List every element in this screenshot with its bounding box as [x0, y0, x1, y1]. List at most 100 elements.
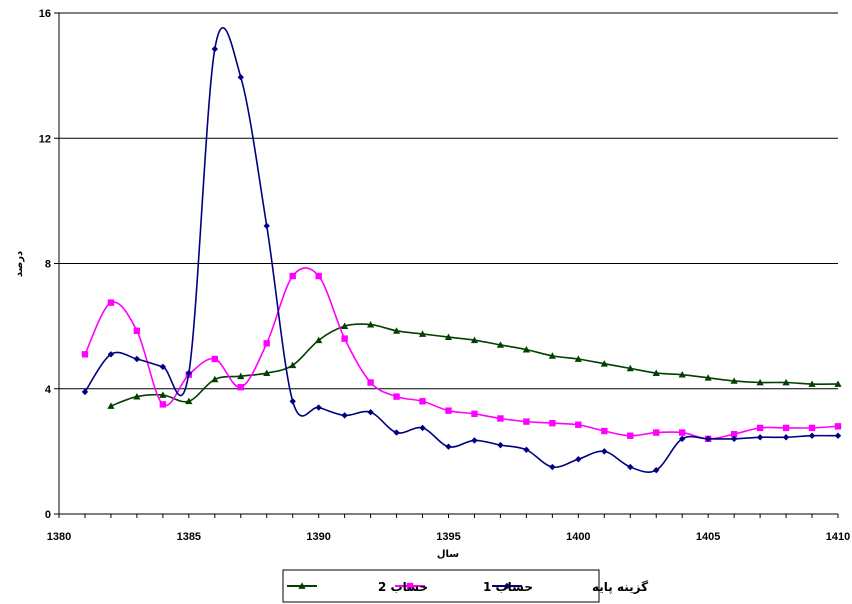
- triangle-marker: [730, 377, 738, 384]
- triangle-marker: [808, 380, 816, 387]
- legend-box: [282, 569, 600, 603]
- square-marker: [341, 335, 348, 342]
- square-marker: [756, 424, 764, 432]
- square-marker: [730, 430, 738, 438]
- triangle-marker: [496, 341, 505, 348]
- square-marker: [107, 299, 115, 306]
- triangle-marker: [211, 375, 219, 383]
- triangle-marker: [782, 378, 790, 386]
- square-marker: [549, 419, 556, 427]
- diamond-marker: [523, 446, 530, 454]
- square-marker: [653, 429, 660, 436]
- y-tick-label: 0: [45, 509, 51, 521]
- diamond-marker: [834, 432, 842, 439]
- axes: [54, 12, 839, 518]
- square-marker: [237, 383, 244, 391]
- triangle-marker: [548, 352, 556, 359]
- series-layer: [81, 27, 842, 474]
- triangle-marker: [237, 372, 245, 380]
- triangle-marker: [626, 364, 634, 372]
- y-axis-title: درصد: [14, 251, 25, 277]
- triangle-marker: [418, 330, 427, 337]
- square-marker: [627, 432, 634, 439]
- x-tick-label: 1400: [566, 531, 590, 543]
- x-tick-label: 1405: [696, 531, 720, 543]
- triangle-marker: [392, 327, 401, 334]
- diamond-marker: [730, 435, 738, 443]
- y-tick-label: 4: [45, 384, 52, 396]
- legend-item: حساب 2: [287, 580, 428, 594]
- diamond-marker: [289, 398, 296, 405]
- diamond-marker: [263, 222, 270, 230]
- triangle-marker: [600, 360, 608, 367]
- square-marker: [419, 398, 426, 405]
- square-marker: [81, 351, 89, 358]
- legend-label: حساب 2: [378, 580, 428, 594]
- triangle-marker: [263, 369, 271, 376]
- y-tick-label: 16: [39, 8, 51, 20]
- triangle-marker: [574, 355, 582, 362]
- diamond-marker: [627, 463, 634, 471]
- diamond-marker: [81, 388, 89, 396]
- diamond-marker: [341, 412, 348, 419]
- square-marker: [159, 401, 167, 408]
- square-marker: [575, 421, 582, 428]
- diamond-marker: [756, 434, 764, 441]
- square-marker: [808, 424, 816, 432]
- diamond-marker: [575, 456, 582, 463]
- triangle-marker: [756, 378, 764, 386]
- diamond-marker: [679, 435, 686, 443]
- triangle-marker: [367, 320, 375, 328]
- diamond-marker: [549, 463, 556, 471]
- x-tick-label: 1390: [306, 531, 330, 543]
- square-marker: [406, 582, 414, 590]
- diamond-marker: [367, 409, 374, 416]
- triangle-marker: [107, 402, 115, 409]
- square-marker: [263, 340, 270, 347]
- triangle-marker: [470, 336, 479, 344]
- triangle-marker: [315, 336, 323, 344]
- diamond-marker: [782, 434, 790, 441]
- square-marker: [133, 327, 141, 335]
- triangle-marker: [341, 322, 349, 330]
- square-marker: [601, 427, 608, 435]
- series-1: [81, 27, 842, 474]
- triangle-marker: [678, 371, 686, 378]
- diamond-marker: [237, 73, 244, 81]
- square-marker: [393, 393, 400, 400]
- legend-item: گزینه پایه: [492, 580, 648, 594]
- diamond-marker: [497, 441, 504, 449]
- x-tick-label: 1385: [177, 531, 201, 543]
- series-3: [107, 320, 842, 409]
- diamond-marker: [503, 582, 511, 590]
- triangle-marker: [289, 361, 297, 369]
- diamond-marker: [653, 466, 660, 474]
- diamond-marker: [107, 351, 115, 358]
- square-marker: [315, 272, 322, 280]
- square-marker: [367, 379, 374, 386]
- x-tick-label: 1410: [826, 531, 850, 543]
- diamond-marker: [211, 45, 218, 53]
- series-line: [110, 323, 839, 407]
- triangle-marker: [444, 333, 453, 340]
- square-marker: [445, 407, 452, 414]
- diamond-marker: [471, 437, 478, 444]
- triangle-marker: [185, 397, 193, 405]
- legend: گزینه پایه حساب 1 حساب 2: [282, 569, 648, 603]
- square-marker: [289, 272, 296, 280]
- x-axis-title: سال: [437, 549, 459, 560]
- square-marker: [834, 423, 842, 430]
- diamond-marker: [808, 432, 816, 439]
- x-tick-label: 1395: [436, 531, 460, 543]
- triangle-marker: [834, 380, 842, 387]
- legend-label: گزینه پایه: [592, 580, 648, 594]
- diamond-marker: [393, 429, 400, 436]
- triangle-marker: [298, 582, 306, 589]
- triangle-marker: [652, 369, 660, 376]
- y-tick-label: 12: [39, 133, 51, 145]
- triangle-marker: [704, 374, 712, 381]
- diamond-marker: [419, 424, 426, 432]
- diamond-marker: [159, 363, 167, 371]
- diamond-marker: [601, 448, 608, 455]
- legend-item: حساب 1: [395, 580, 533, 594]
